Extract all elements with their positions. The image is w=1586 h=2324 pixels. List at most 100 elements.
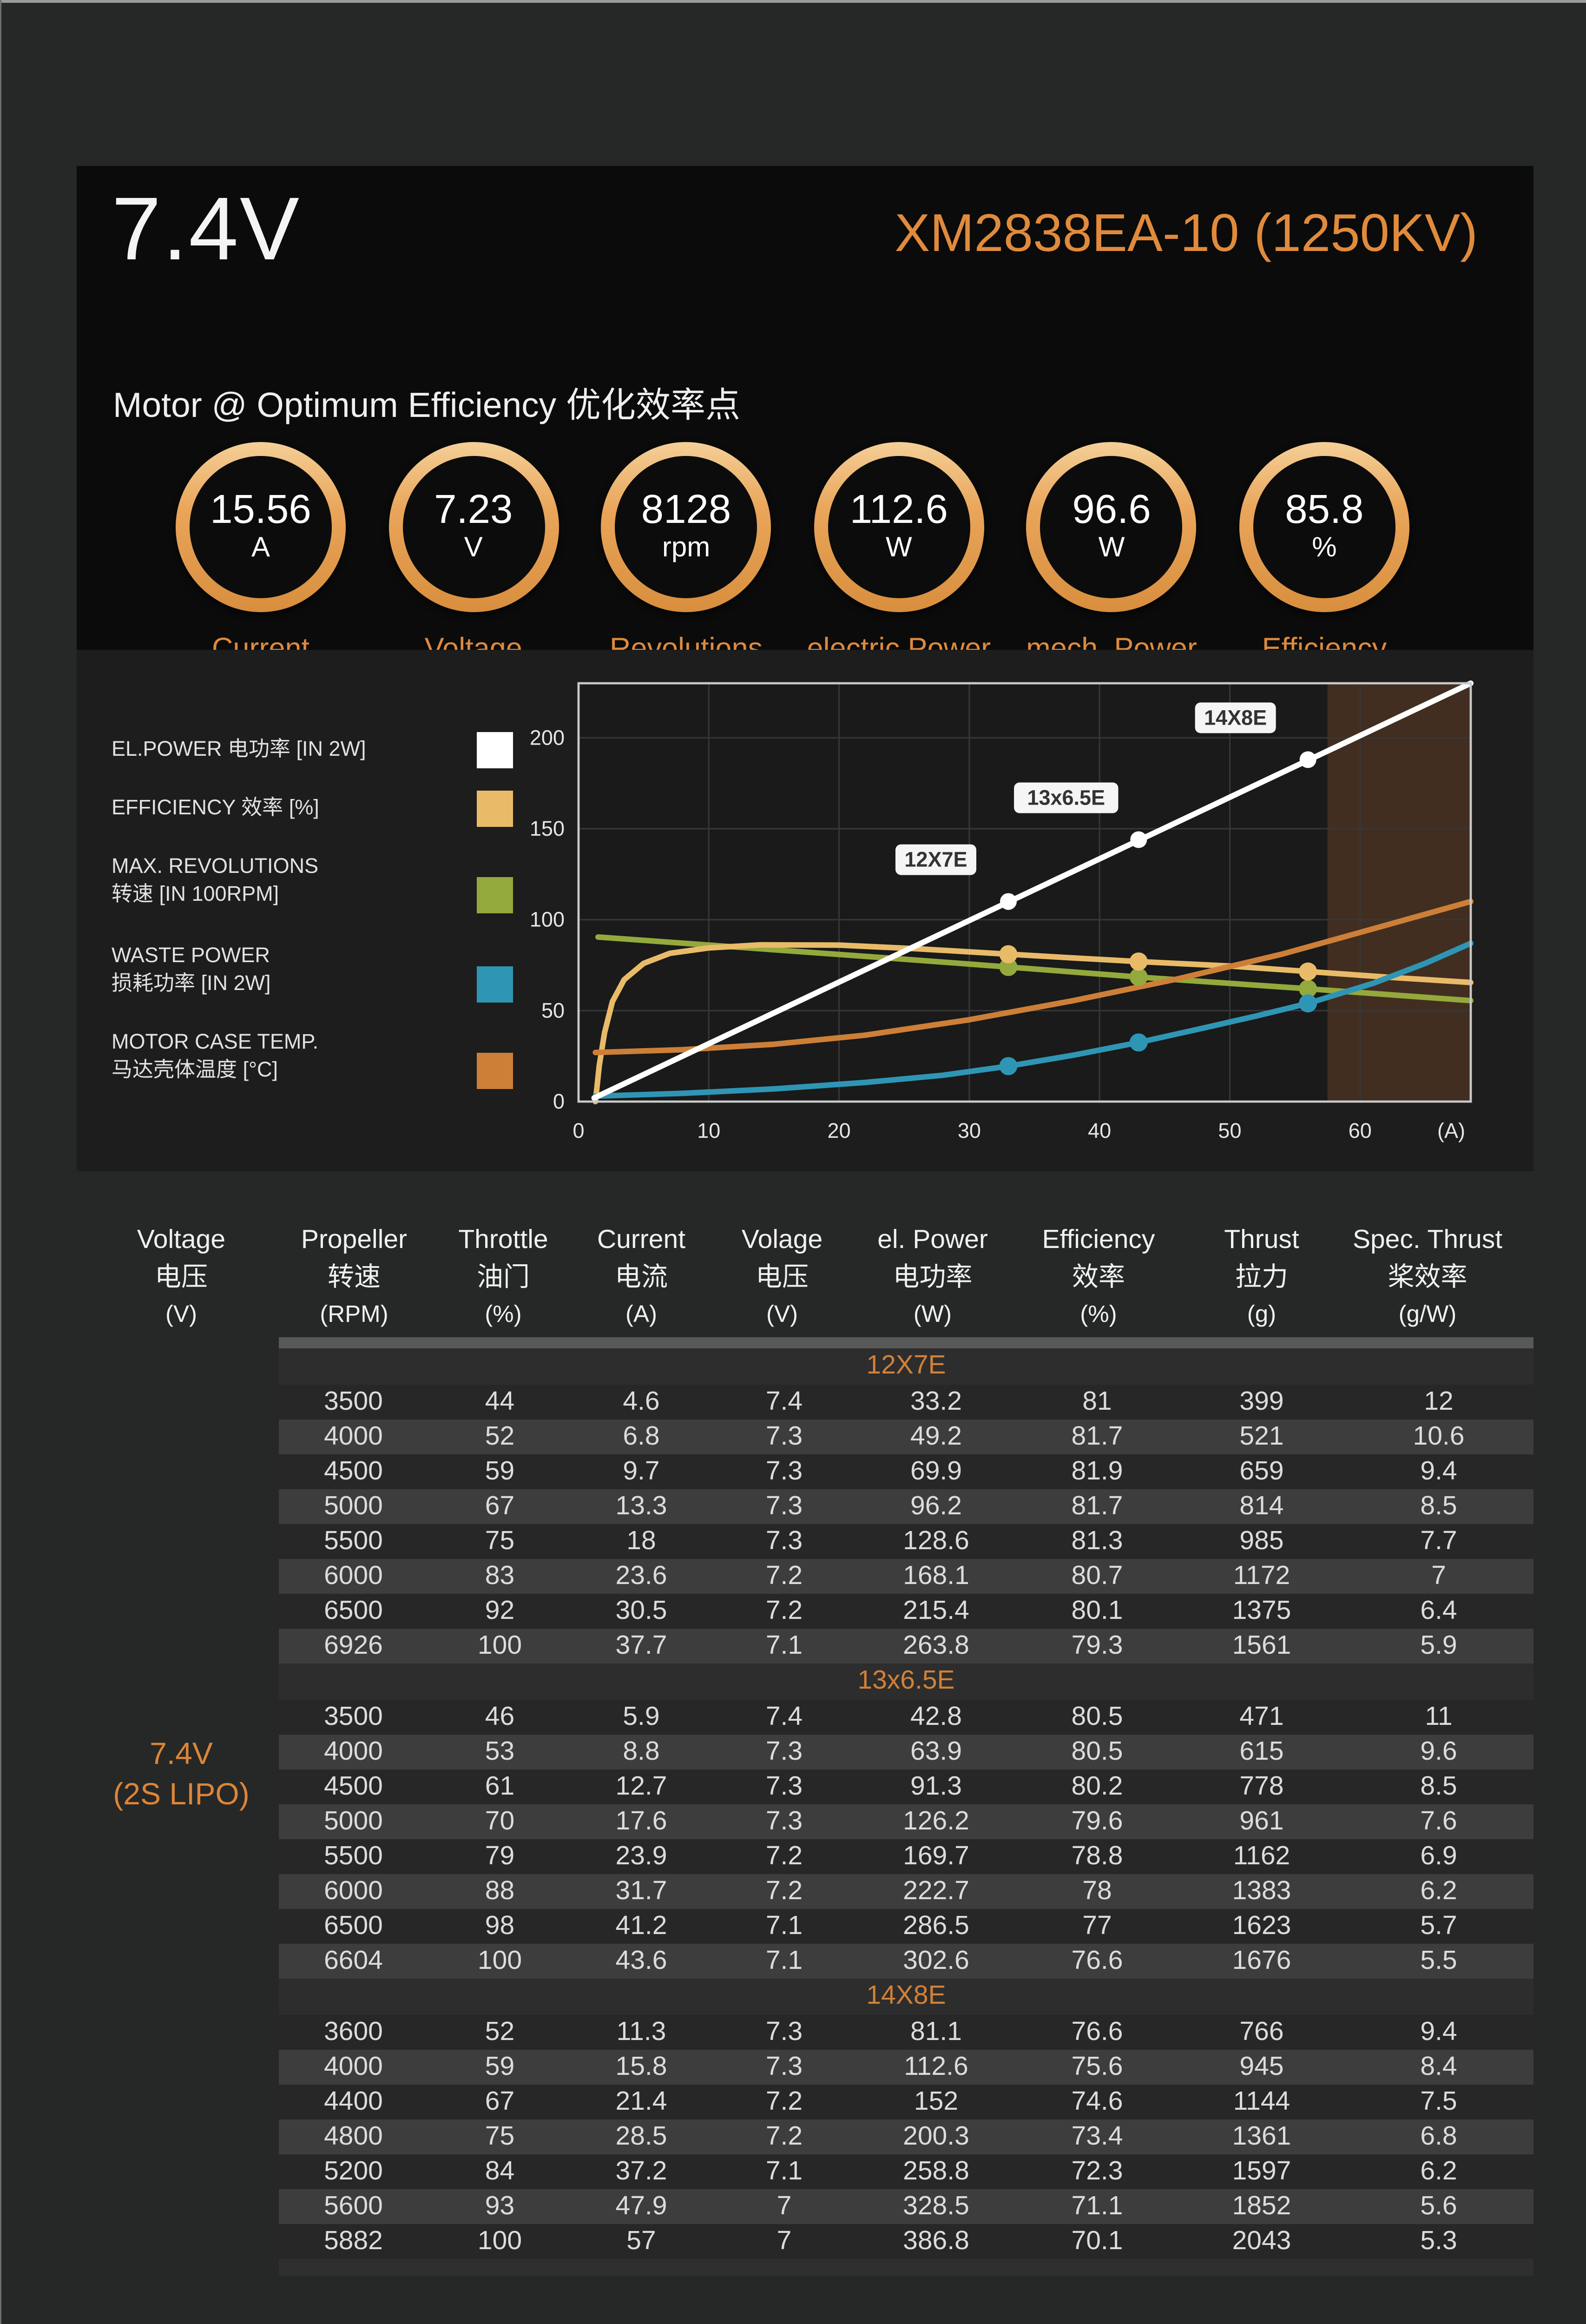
- table-cell: 11: [1425, 1703, 1453, 1732]
- svg-text:(A): (A): [1437, 1119, 1465, 1142]
- table-cell: 6926: [324, 1631, 383, 1661]
- table-cell: 4500: [324, 1457, 383, 1486]
- svg-text:0: 0: [553, 1089, 565, 1113]
- table-cell: 70.1: [1071, 2227, 1123, 2256]
- table-cell: 200.3: [903, 2122, 969, 2152]
- gauge-unit: rpm: [662, 533, 711, 563]
- table-cell: 71.1: [1071, 2192, 1123, 2221]
- table-cell: 814: [1239, 1492, 1284, 1521]
- legend-item: EFFICIENCY 效率 [%]: [112, 791, 513, 827]
- legend-label-line1: MOTOR CASE TEMP.: [112, 1030, 319, 1054]
- table-cell: 7: [777, 2227, 792, 2256]
- table-cell: 72.3: [1071, 2157, 1123, 2186]
- table-cell: 30.5: [615, 1597, 667, 1626]
- table-cell: 5.7: [1420, 1912, 1457, 1941]
- table-cell: 6.8: [1420, 2122, 1457, 2152]
- svg-text:150: 150: [530, 817, 565, 840]
- table-cell: 9.7: [623, 1457, 660, 1486]
- table-cell: 28.5: [615, 2122, 667, 2152]
- table-cell: 84: [485, 2157, 515, 2186]
- table-row: 5000 70 17.6 7.3 126.2 79.6 961 7.6: [279, 1804, 1533, 1839]
- svg-text:50: 50: [1218, 1119, 1241, 1142]
- table-cell: 5000: [324, 1807, 383, 1836]
- table-cell: 81.7: [1071, 1422, 1123, 1452]
- performance-chart: 12X7E 13x6.5E 14X8E 0 10 20 30 40 50 60 (A) 0 50 100 1…: [530, 680, 1474, 1142]
- scan-edge-left: [0, 0, 1, 2324]
- legend-item: MOTOR CASE TEMP. 马达壳体温度 [°C]: [112, 1029, 513, 1089]
- table-cell: 79.3: [1071, 1631, 1123, 1661]
- table-cell: 6604: [324, 1947, 383, 1976]
- table-cell: 5.5: [1420, 1947, 1457, 1976]
- voltage-group-line1: 7.4V: [150, 1736, 213, 1771]
- table-cell: 88: [485, 1877, 515, 1906]
- table-row: 6000 83 23.6 7.2 168.1 80.7 1172 7: [279, 1559, 1533, 1594]
- table-cell: 5.9: [623, 1703, 660, 1732]
- table-cell: 1597: [1232, 2157, 1291, 2186]
- table-row: 3500 46 5.9 7.4 42.8 80.5 471 11: [279, 1700, 1533, 1735]
- header-panel: 7.4V XM2838EA-10 (1250KV) Motor @ Optimu…: [77, 166, 1533, 707]
- legend-label-line1: WASTE POWER: [112, 944, 270, 968]
- table-row: 5500 75 18 7.3 128.6 81.3 985 7.7: [279, 1524, 1533, 1559]
- table-top-strip: [279, 1337, 1533, 1348]
- legend-label-line2: 转速 [IN 100RPM]: [112, 883, 279, 906]
- table-cell: 5600: [324, 2192, 383, 2221]
- column-header: Spec. Thrust 桨效率 (g/W): [1352, 1226, 1503, 1327]
- table-cell: 100: [477, 1631, 522, 1661]
- table-cell: 7.7: [1420, 1527, 1457, 1556]
- table-row: 6926 100 37.7 7.1 263.8 79.3 1561 5.9: [279, 1629, 1533, 1664]
- column-header: Volage 电压 (V): [741, 1226, 823, 1327]
- table-cell: 37.2: [615, 2157, 667, 2186]
- svg-text:0: 0: [573, 1119, 584, 1142]
- table-cell: 615: [1239, 1737, 1284, 1767]
- table-cell: 33.2: [910, 1387, 962, 1417]
- table-cell: 12.7: [615, 1772, 667, 1802]
- table-cell: 7.3: [765, 1772, 803, 1802]
- table-cell: 1561: [1232, 1631, 1291, 1661]
- table-cell: 43.6: [615, 1947, 667, 1976]
- table-cell: 23.6: [615, 1562, 667, 1591]
- gauge-ring-icon: 7.23 V: [388, 442, 559, 612]
- table-cell: 17.6: [615, 1807, 667, 1836]
- table-cell: 1375: [1232, 1597, 1291, 1626]
- table-cell: 76.6: [1071, 2018, 1123, 2047]
- table-cell: 92: [485, 1597, 515, 1626]
- table-row: 4000 59 15.8 7.3 112.6 75.6 945 8.4: [279, 2050, 1533, 2085]
- table-cell: 9.4: [1420, 2018, 1457, 2047]
- table-cell: 152: [914, 2087, 959, 2117]
- table-cell: 3500: [324, 1387, 383, 1417]
- table-row: 6500 98 41.2 7.1 286.5 77 1623 5.7: [279, 1909, 1533, 1944]
- table-cell: 4000: [324, 1737, 383, 1767]
- table-cell: 7.3: [765, 1807, 803, 1836]
- table-row: 6604 100 43.6 7.1 302.6 76.6 1676 5.5: [279, 1944, 1533, 1979]
- svg-text:13x6.5E: 13x6.5E: [1027, 786, 1105, 810]
- svg-text:10: 10: [697, 1119, 720, 1142]
- table-cell: 7.3: [765, 2053, 803, 2082]
- svg-text:50: 50: [541, 998, 565, 1022]
- table-cell: 7: [777, 2192, 792, 2221]
- table-cell: 8.5: [1420, 1772, 1457, 1802]
- table-cell: 8.4: [1420, 2053, 1457, 2082]
- legend-label-line2: 损耗功率 [IN 2W]: [112, 972, 271, 996]
- motor-model-title: XM2838EA-10 (1250KV): [895, 205, 1478, 264]
- svg-text:40: 40: [1088, 1119, 1111, 1142]
- table-cell: 5.9: [1420, 1631, 1457, 1661]
- table-cell: 7.3: [765, 2018, 803, 2047]
- table-cell: 31.7: [615, 1877, 667, 1906]
- gauge-value: 8128: [641, 488, 731, 533]
- svg-text:200: 200: [530, 726, 565, 749]
- svg-text:60: 60: [1349, 1119, 1372, 1142]
- table-cell: 81: [1082, 1387, 1112, 1417]
- table-cell: 6.2: [1420, 2157, 1457, 2186]
- table-cell: 100: [477, 1947, 522, 1976]
- table-cell: 3600: [324, 2018, 383, 2047]
- table-cell: 42.8: [910, 1703, 962, 1732]
- legend-swatch-icon: [477, 966, 513, 1003]
- prop-section-header: 13x6.5E: [279, 1664, 1533, 1700]
- table-cell: 4800: [324, 2122, 383, 2152]
- spec-table: 12X7E 3500 44 4.6 7.4 33.2 81 399 12 4000 52 6.8 7.3…: [77, 1215, 1533, 2316]
- table-cell: 5200: [324, 2157, 383, 2186]
- column-header: el. Power 电功率 (W): [877, 1226, 988, 1327]
- table-cell: 7.1: [765, 1947, 803, 1976]
- table-cell: 76.6: [1071, 1947, 1123, 1976]
